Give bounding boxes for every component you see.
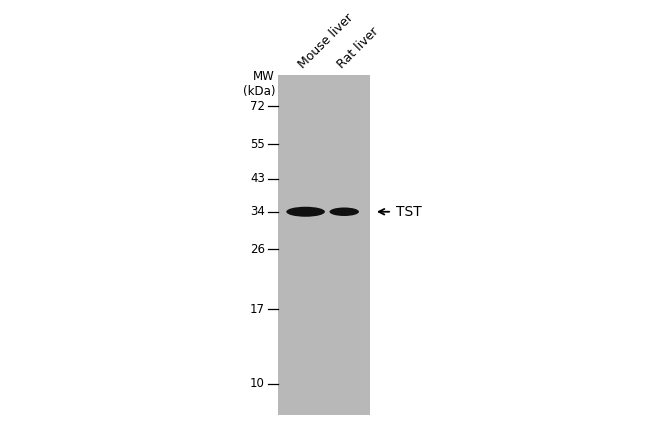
Text: Rat liver: Rat liver — [335, 25, 382, 71]
Ellipse shape — [286, 207, 325, 217]
Text: 55: 55 — [250, 138, 265, 151]
Text: 17: 17 — [250, 303, 265, 316]
Text: 43: 43 — [250, 172, 265, 185]
Text: 10: 10 — [250, 377, 265, 390]
Text: 26: 26 — [250, 243, 265, 256]
Ellipse shape — [330, 208, 359, 216]
Text: 72: 72 — [250, 100, 265, 113]
Bar — [278, 75, 370, 415]
Text: MW
(kDa): MW (kDa) — [242, 70, 275, 98]
Text: 34: 34 — [250, 205, 265, 218]
Text: Mouse liver: Mouse liver — [296, 11, 356, 71]
Text: TST: TST — [396, 205, 422, 219]
